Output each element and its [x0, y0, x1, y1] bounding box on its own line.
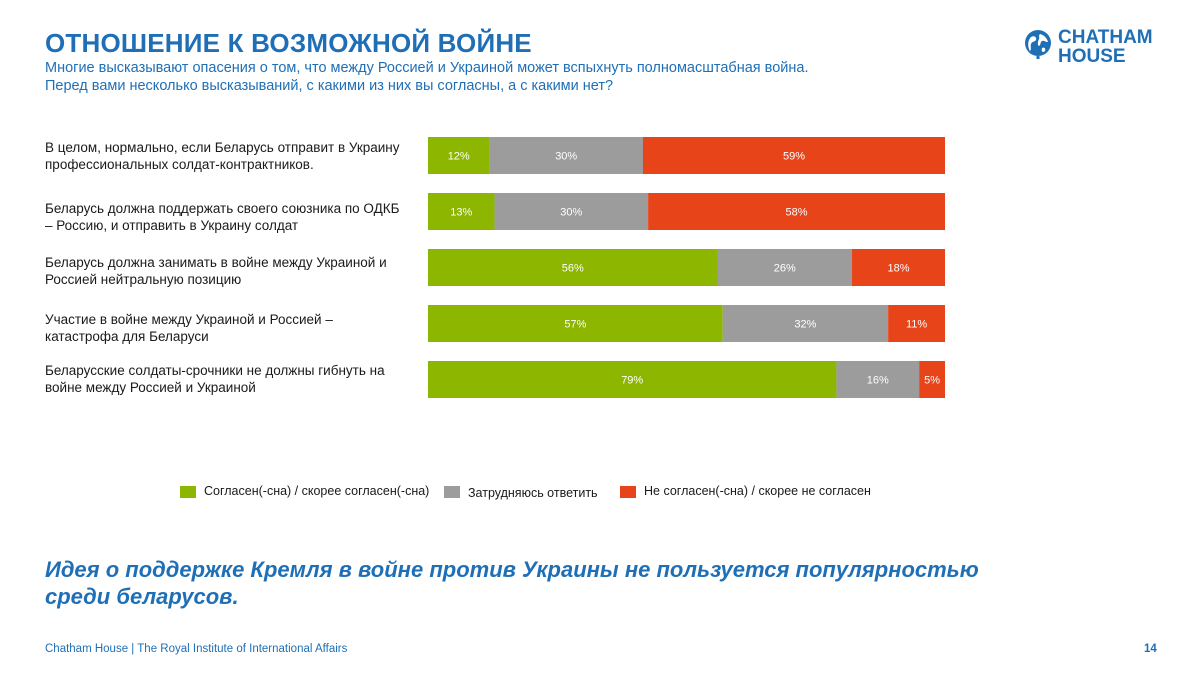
row-label: Беларусь должна занимать в войне между У… — [45, 254, 415, 288]
data-label: 13% — [450, 207, 472, 219]
data-label: 58% — [786, 207, 808, 219]
data-label: 30% — [555, 151, 577, 163]
globe-icon — [1025, 30, 1051, 59]
chatham-house-logo: CHATHAM HOUSE — [1022, 28, 1172, 68]
bar-segment — [489, 137, 643, 174]
data-label: 79% — [621, 375, 643, 387]
conclusion-text: Идея о поддержке Кремля в войне против У… — [45, 556, 1095, 610]
data-label: 26% — [774, 263, 796, 275]
page-number: 14 — [1144, 643, 1157, 655]
row-label-line: профессиональных солдат-контрактников. — [45, 157, 314, 172]
logo-line-1: CHATHAM — [1058, 27, 1153, 48]
data-label: 16% — [867, 375, 889, 387]
legend-label-disagree: Не согласен(-сна) / скорее не согласен — [644, 484, 871, 498]
bar-segment — [919, 361, 945, 398]
bar-segment — [888, 305, 945, 342]
bar-segment — [642, 137, 945, 174]
legend-swatch-undecided — [444, 486, 460, 498]
legend-swatch-agree — [180, 486, 196, 498]
row-label-line: Участие в войне между Украиной и Россией… — [45, 312, 333, 327]
data-label: 11% — [906, 319, 927, 331]
bar-segment — [836, 361, 920, 398]
row-label-line: Беларусь должна занимать в войне между У… — [45, 255, 387, 270]
bar-segment — [428, 305, 723, 342]
data-label: 5% — [924, 375, 940, 387]
row-label: В целом, нормально, если Беларусь отправ… — [45, 139, 415, 173]
conclusion-line-2: среди беларусов. — [45, 584, 239, 609]
bar-segment — [428, 361, 837, 398]
bar-segment — [722, 305, 889, 342]
data-label: 12% — [448, 151, 470, 163]
row-label-line: Беларусь должна поддержать своего союзни… — [45, 201, 400, 216]
row-label: Участие в войне между Украиной и Россией… — [45, 311, 415, 345]
bar-segment — [428, 137, 490, 174]
data-label: 59% — [783, 151, 805, 163]
data-label: 56% — [562, 263, 584, 275]
data-label: 18% — [887, 263, 909, 275]
row-label-line: катастрофа для Беларуси — [45, 329, 209, 344]
row-label-line: В целом, нормально, если Беларусь отправ… — [45, 140, 400, 155]
bar-segment — [717, 249, 852, 286]
bar-segment — [648, 193, 945, 230]
footer-text: Chatham House | The Royal Institute of I… — [45, 643, 348, 655]
row-label: Беларусские солдаты-срочники не должны г… — [45, 362, 415, 396]
conclusion-line-1: Идея о поддержке Кремля в войне против У… — [45, 557, 979, 582]
data-label: 57% — [564, 319, 586, 331]
row-label-line: Беларусские солдаты-срочники не должны г… — [45, 363, 385, 378]
row-label-line: Россией нейтральную позицию — [45, 272, 242, 287]
row-label: Беларусь должна поддержать своего союзни… — [45, 200, 415, 234]
legend-swatch-disagree — [620, 486, 636, 498]
slide-title: ОТНОШЕНИЕ К ВОЗМОЖНОЙ ВОЙНЕ — [45, 28, 532, 58]
logo-line-2: HOUSE — [1058, 46, 1126, 67]
row-label-line: войне между Россией и Украиной — [45, 380, 256, 395]
bar-segment — [428, 249, 718, 286]
row-label-line: – Россию, и отправить в Украину солдат — [45, 218, 299, 233]
data-label: 30% — [560, 207, 582, 219]
data-label: 32% — [794, 319, 816, 331]
bar-segment — [851, 249, 945, 286]
subtitle-line-2: Перед вами несколько высказываний, с как… — [45, 78, 614, 94]
bar-segment — [428, 193, 495, 230]
bar-segment — [494, 193, 649, 230]
legend-label-undecided: Затрудняюсь ответить — [468, 486, 598, 500]
subtitle-line-1: Многие высказывают опасения о том, что м… — [45, 60, 809, 76]
slide-subtitle: Многие высказывают опасения о том, что м… — [45, 59, 808, 95]
legend-label-agree: Согласен(-сна) / скорее согласен(-сна) — [204, 484, 430, 498]
logo-wordmark: CHATHAM HOUSE — [1058, 28, 1153, 66]
